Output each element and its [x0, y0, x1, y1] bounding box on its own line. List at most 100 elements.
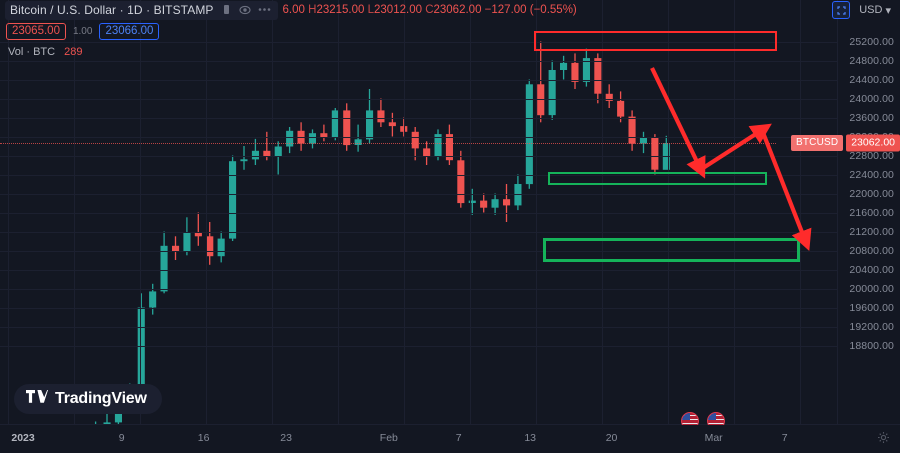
gridline-horizontal [0, 155, 838, 157]
price-tick-label: 22400.00 [849, 168, 894, 181]
resistance-rectangle[interactable] [534, 31, 777, 51]
time-tick-label: 9 [118, 432, 125, 444]
header-right-controls: USD ▾ [832, 1, 900, 19]
price-tick-label: 20400.00 [849, 263, 894, 276]
price-tick-label: 19200.00 [849, 320, 894, 333]
ohlc-open-value: 6.00 [282, 4, 305, 16]
us-flag-event-icon[interactable] [707, 412, 725, 425]
symbol-price-tag: BTCUSD [791, 135, 844, 152]
tradingview-logo-icon [26, 390, 48, 408]
gridline-horizontal [0, 98, 838, 100]
ohlc-readout: 6.00 H23215.00 L23012.00 C23062.00 −127.… [283, 4, 577, 16]
time-tick-label: Mar [704, 432, 723, 444]
price-tick-label: 21600.00 [849, 206, 894, 219]
price-tick-label: 22800.00 [849, 149, 894, 162]
gridline-vertical [404, 0, 405, 425]
time-tick-label: Feb [379, 432, 398, 444]
time-tick-label: 20 [605, 432, 618, 444]
time-tick-label: 13 [524, 432, 537, 444]
gridline-horizontal [0, 231, 838, 233]
gridline-horizontal [0, 174, 838, 176]
gridline-vertical [140, 0, 141, 425]
support-rectangle-upper[interactable] [548, 172, 767, 185]
candle-icon[interactable] [220, 3, 233, 16]
gridline-horizontal [0, 60, 838, 62]
support-rectangle-lower[interactable] [543, 238, 800, 262]
gridline-vertical [206, 0, 207, 425]
gridline-vertical [470, 0, 471, 425]
gridline-horizontal [0, 193, 838, 195]
gridline-horizontal [0, 79, 838, 81]
gridline-horizontal [0, 136, 838, 138]
gridline-horizontal [0, 269, 838, 271]
gridline-horizontal [0, 212, 838, 214]
symbol-info-box[interactable]: Bitcoin / U.S. Dollar · 1D · BITSTAMP [5, 0, 278, 20]
current-price-marker: 23062.00 [846, 134, 900, 152]
gridline-horizontal [0, 345, 838, 347]
gear-icon[interactable] [877, 431, 890, 449]
chart-header-toolbar: Bitcoin / U.S. Dollar · 1D · BITSTAMP 6.… [0, 0, 900, 20]
price-tick-label: 24800.00 [849, 54, 894, 67]
price-tick-label: 22000.00 [849, 187, 894, 200]
fullscreen-icon[interactable] [832, 1, 851, 19]
ask-price[interactable]: 23066.00 [99, 23, 160, 40]
price-tick-label: 20800.00 [849, 244, 894, 257]
ohlc-change-percent: (−0.55%) [529, 4, 577, 16]
gridline-horizontal [0, 250, 838, 252]
gridline-vertical [536, 0, 537, 425]
symbol-title[interactable]: Bitcoin / U.S. Dollar · 1D · BITSTAMP [10, 2, 214, 17]
gridline-vertical [8, 0, 9, 425]
currency-label: USD [859, 4, 883, 16]
ohlc-close-value: 23062.00 [433, 4, 482, 16]
gridline-horizontal [0, 288, 838, 290]
bid-ask-legend: 23065.00 1.00 23066.00 [6, 23, 160, 40]
time-tick-label: 16 [197, 432, 210, 444]
gridline-vertical [668, 0, 669, 425]
gridline-vertical [74, 0, 75, 425]
price-tick-label: 24400.00 [849, 73, 894, 86]
chevron-down-icon: ▾ [885, 4, 891, 17]
price-tick-label: 20000.00 [849, 282, 894, 295]
gridline-horizontal [0, 326, 838, 328]
time-tick-label: 7 [455, 432, 462, 444]
gridline-horizontal [0, 117, 838, 119]
ohlc-low-label: L [367, 4, 375, 16]
eye-icon[interactable] [239, 3, 252, 16]
current-price-line [0, 143, 776, 145]
time-tick-label: 23 [280, 432, 292, 444]
ohlc-change: −127.00 [484, 4, 527, 16]
time-tick-label: 2023 [11, 432, 35, 444]
currency-selector[interactable]: USD ▾ [859, 4, 891, 17]
gridline-vertical [800, 0, 801, 425]
time-tick-label: 7 [781, 432, 788, 444]
tradingview-watermark: TradingView [14, 384, 162, 414]
spread-value: 1.00 [72, 26, 93, 37]
price-tick-label: 18800.00 [849, 339, 894, 352]
gridline-horizontal [0, 41, 838, 43]
volume-value: 289 [64, 46, 83, 58]
price-tick-label: 23600.00 [849, 111, 894, 124]
more-options-icon[interactable] [258, 3, 271, 16]
time-axis[interactable]: 2023 9 16 23 Feb 7 13 20 Mar 7 [0, 424, 900, 453]
gridline-vertical [734, 0, 735, 425]
price-tick-label: 25200.00 [849, 35, 894, 48]
ohlc-low-value: 23012.00 [374, 4, 422, 16]
price-tick-label: 24000.00 [849, 92, 894, 105]
ohlc-close-label: C [425, 4, 434, 16]
tradingview-brand-text: TradingView [55, 390, 147, 407]
ohlc-high-label: H [308, 4, 317, 16]
volume-legend[interactable]: Vol · BTC 289 [8, 46, 83, 58]
us-flag-event-icon[interactable] [681, 412, 699, 425]
gridline-vertical [602, 0, 603, 425]
gridline-horizontal [0, 307, 838, 309]
gridline-vertical [338, 0, 339, 425]
price-axis[interactable]: 25200.00 24800.00 24400.00 24000.00 23600.00… [837, 0, 900, 425]
chart-plot-area[interactable] [0, 0, 838, 425]
gridline-vertical [272, 0, 273, 425]
price-tick-label: 19600.00 [849, 301, 894, 314]
ohlc-high-value: 23215.00 [316, 4, 365, 16]
price-tick-label: 21200.00 [849, 225, 894, 238]
bid-price[interactable]: 23065.00 [6, 23, 66, 40]
volume-label: Vol · BTC [8, 46, 56, 58]
